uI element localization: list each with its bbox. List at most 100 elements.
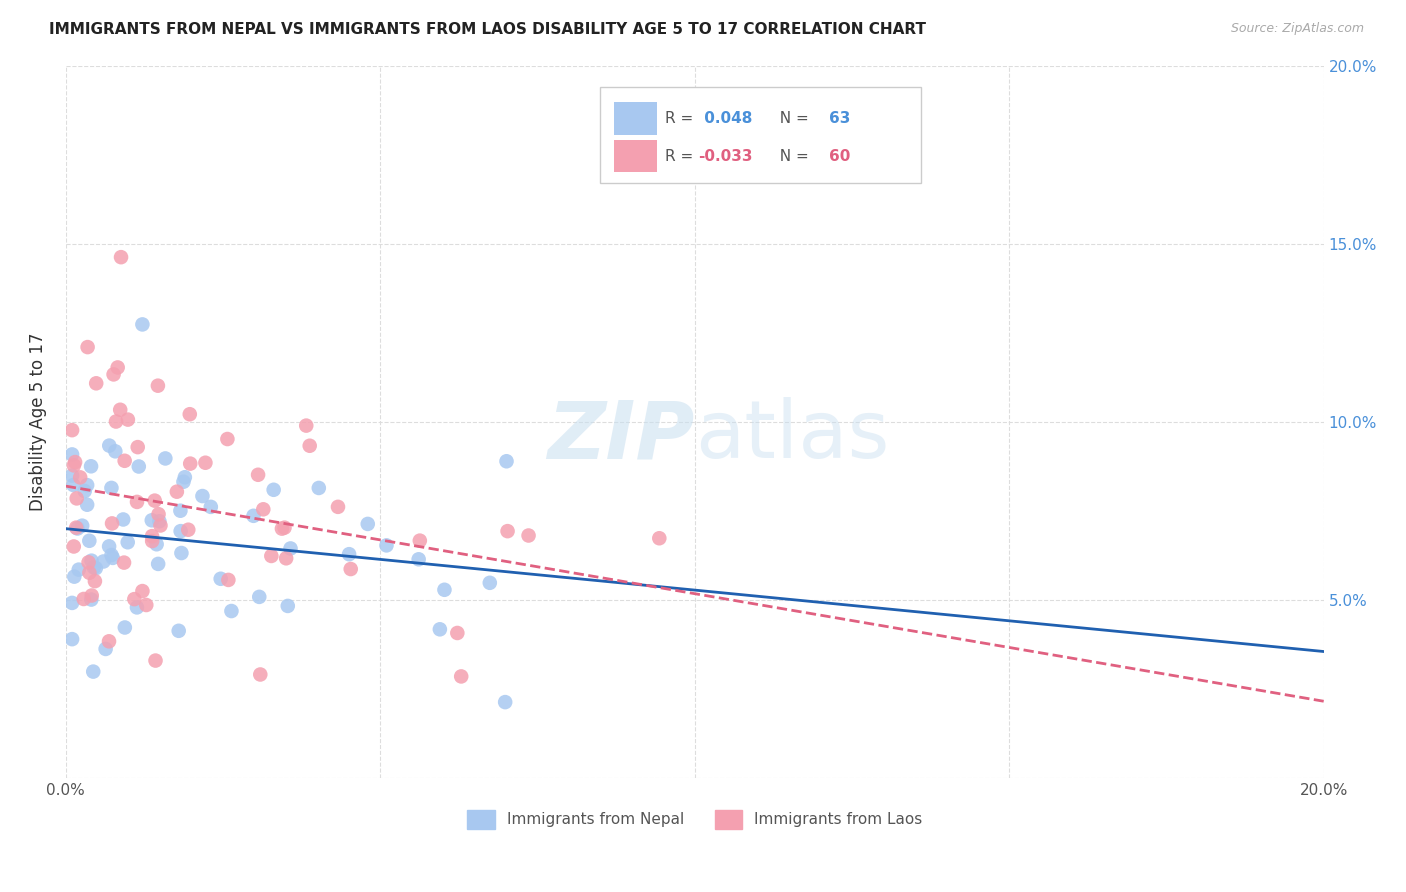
Point [408,552,430,566]
Point [478,575,501,590]
Point [127,440,149,454]
Text: Source: ZipAtlas.com: Source: ZipAtlas.com [1230,22,1364,36]
Point [60,632,83,647]
Point [179,457,201,471]
Point [100,548,122,562]
Point [63,458,86,473]
Point [76,478,98,492]
Point [247,590,270,604]
Point [169,524,191,538]
Point [84,574,107,589]
Point [124,592,146,607]
Text: N =: N = [770,149,814,163]
Point [98,540,121,554]
Point [170,546,193,560]
Point [117,535,139,549]
Point [148,514,170,528]
Point [409,533,432,548]
Point [125,600,148,615]
Point [80,592,103,607]
FancyBboxPatch shape [600,87,921,183]
Point [84,561,107,575]
Point [62,478,84,492]
Point [166,484,188,499]
Point [249,667,271,681]
Point [112,556,135,570]
Text: R =: R = [665,149,697,163]
Point [450,669,472,683]
Point [73,592,96,607]
Point [149,518,172,533]
Point [260,549,283,563]
Legend: Immigrants from Nepal, Immigrants from Laos: Immigrants from Nepal, Immigrants from L… [461,804,928,835]
Point [76,340,98,354]
Point [135,598,157,612]
Point [63,569,86,583]
Point [93,554,115,568]
Point [60,596,83,610]
Point [114,620,136,634]
Point [217,432,239,446]
Point [217,573,239,587]
Point [143,493,166,508]
Point [104,444,127,458]
Point [173,470,195,484]
Point [60,468,83,483]
Point [167,624,190,638]
Point [308,481,330,495]
Point [242,508,264,523]
Text: ZIP: ZIP [547,397,695,475]
Point [339,562,361,576]
Text: 60: 60 [830,149,851,163]
Point [494,695,516,709]
Point [433,582,456,597]
Point [146,378,169,392]
Point [277,599,299,613]
Point [60,423,83,437]
Point [298,439,321,453]
Point [107,360,129,375]
Point [110,250,132,264]
Point [66,491,89,506]
Point [446,626,468,640]
Point [221,604,243,618]
Point [76,498,98,512]
Point [191,489,214,503]
Point [148,507,170,521]
Point [648,531,671,545]
Point [82,665,104,679]
Point [295,418,318,433]
Point [131,318,153,332]
FancyBboxPatch shape [614,140,657,172]
Point [194,456,217,470]
Point [276,551,298,566]
Point [495,454,517,468]
Point [105,415,128,429]
Text: IMMIGRANTS FROM NEPAL VS IMMIGRANTS FROM LAOS DISABILITY AGE 5 TO 17 CORRELATION: IMMIGRANTS FROM NEPAL VS IMMIGRANTS FROM… [49,22,927,37]
Point [100,481,122,495]
Point [69,470,91,484]
Point [128,459,150,474]
Point [108,402,131,417]
Point [179,407,201,421]
Point [83,560,105,574]
FancyBboxPatch shape [614,102,657,135]
Point [114,454,136,468]
Point [172,475,194,489]
Point [62,540,84,554]
Point [357,516,380,531]
Point [496,524,519,538]
Point [326,500,349,514]
Point [84,376,107,391]
Point [98,439,121,453]
Point [141,529,163,543]
Point [98,634,121,648]
Point [200,500,222,514]
Point [94,642,117,657]
Point [263,483,285,497]
Point [80,459,103,474]
Point [65,521,87,535]
Text: N =: N = [770,111,814,126]
Point [209,572,232,586]
Point [337,547,360,561]
